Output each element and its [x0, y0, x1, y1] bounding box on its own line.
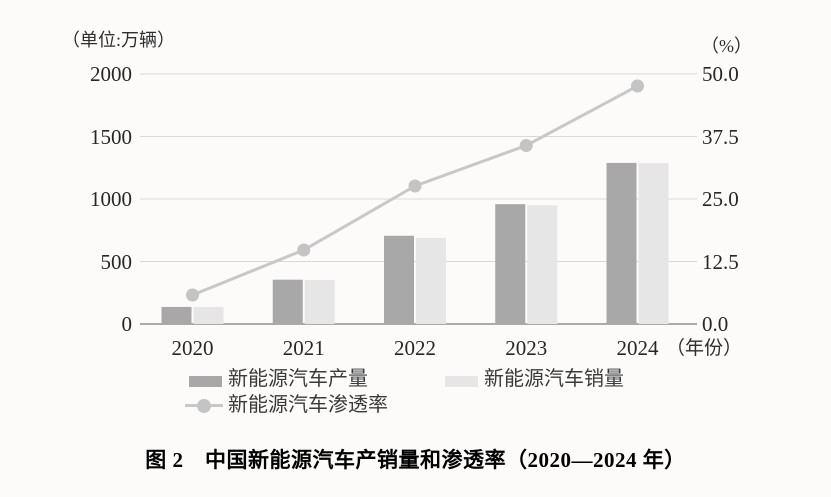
- penetration-marker: [519, 139, 533, 152]
- sales-bar: [527, 205, 558, 324]
- x-axis-tick-label: 2022: [394, 336, 436, 360]
- production-legend-swatch: [189, 376, 222, 387]
- x-axis-tick-label: 2024: [616, 336, 659, 360]
- right-axis-unit-label: （%）: [701, 36, 752, 56]
- penetration-marker: [186, 288, 199, 302]
- sales-bar: [193, 306, 224, 324]
- penetration-legend-swatch: [185, 399, 223, 413]
- y-axis-left-tick-label: 1000: [90, 187, 132, 211]
- x-axis-tick-label: 2021: [282, 336, 325, 360]
- sales-bar: [638, 163, 669, 324]
- figure-caption: 图 2 中国新能源汽车产销量和渗透率（2020—2024 年）: [145, 448, 686, 472]
- sales-bar: [416, 237, 446, 324]
- production-bar: [495, 204, 526, 324]
- y-axis-right-tick-label: 25.0: [702, 187, 739, 211]
- x-axis-tick-label: 2023: [505, 336, 548, 360]
- y-axis-left-tick-label: 1500: [90, 124, 132, 149]
- x-axis-unit-label: （年份）: [666, 338, 743, 359]
- y-axis-right-tick-label: 37.5: [702, 124, 739, 149]
- production-bar: [384, 235, 414, 324]
- y-axis-right-tick-label: 12.5: [702, 249, 739, 274]
- y-axis-left-tick-label: 2000: [90, 62, 132, 86]
- legend-label-production: 新能源汽车产量: [228, 368, 368, 390]
- penetration-marker: [297, 243, 311, 257]
- legend-marker-icon: [197, 399, 211, 413]
- y-axis-right-tick-label: 0.0: [702, 312, 729, 336]
- left-axis-unit-label: （单位:万辆）: [62, 30, 176, 50]
- penetration-marker: [631, 79, 644, 93]
- y-axis-left-tick-label: 500: [100, 249, 133, 274]
- legend-label-penetration: 新能源汽车渗透率: [228, 394, 388, 416]
- penetration-marker: [408, 179, 422, 193]
- y-axis-right-tick-label: 50.0: [702, 62, 739, 86]
- production-bar: [161, 306, 192, 324]
- sales-legend-swatch: [445, 376, 478, 387]
- x-axis-tick-label: 2020: [171, 336, 214, 360]
- sales-bar: [304, 279, 335, 324]
- legend-label-sales: 新能源汽车销量: [484, 368, 624, 390]
- y-axis-left-tick-label: 0: [121, 312, 133, 336]
- production-bar: [606, 162, 637, 324]
- production-bar: [272, 279, 303, 324]
